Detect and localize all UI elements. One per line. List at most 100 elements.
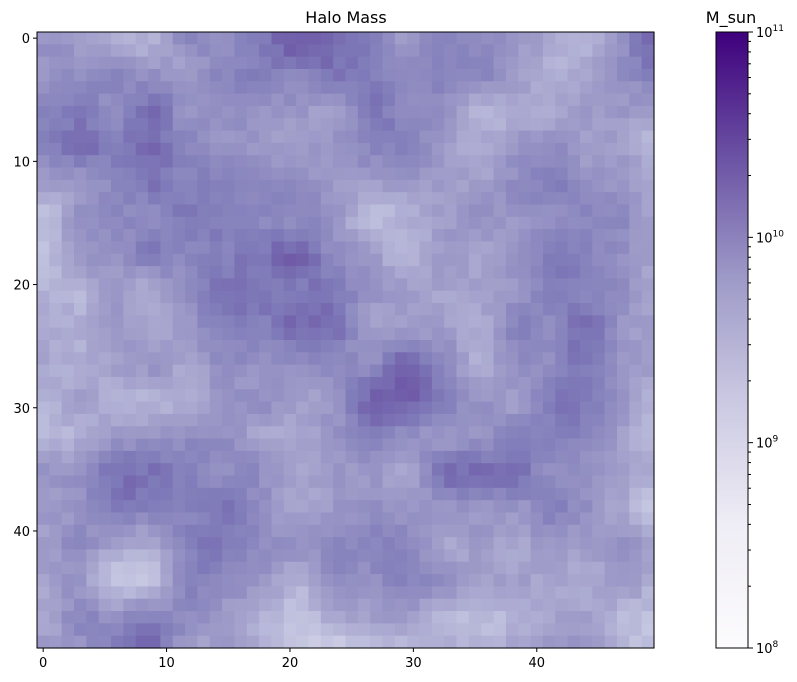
heat-cell: [370, 376, 384, 390]
heat-cell: [333, 105, 347, 119]
heat-cell: [468, 611, 482, 624]
heat-cell: [246, 475, 260, 489]
heat-cell: [493, 241, 507, 255]
heat-cell: [382, 93, 396, 107]
heat-cell: [394, 340, 408, 353]
heat-cell: [148, 315, 161, 329]
heat-cell: [61, 290, 75, 304]
heat-cell: [111, 105, 124, 119]
heat-cell: [345, 315, 359, 329]
heat-cell: [567, 598, 581, 612]
heat-cell: [567, 32, 581, 45]
heat-cell: [98, 142, 112, 156]
heat-cell: [185, 623, 199, 637]
heat-cell: [468, 450, 482, 464]
heat-cell: [518, 401, 532, 415]
heat-cell: [234, 204, 248, 218]
heat-cell: [394, 142, 408, 156]
heat-cell: [123, 290, 137, 304]
heat-cell: [135, 401, 149, 415]
heat-cell: [407, 204, 421, 218]
heat-cell: [296, 266, 310, 279]
heat-cell: [209, 426, 223, 440]
heat-cell: [333, 32, 347, 45]
heat-cell: [567, 401, 581, 415]
heat-cell: [407, 376, 421, 390]
heat-cell: [74, 401, 87, 415]
heat-cell: [209, 315, 223, 329]
heat-cell: [283, 216, 297, 230]
heat-cell: [530, 290, 544, 304]
heat-cell: [49, 81, 63, 95]
heat-cell: [493, 463, 507, 477]
heat-cell: [629, 500, 643, 514]
heat-cell: [382, 598, 396, 612]
heat-cell: [542, 376, 556, 390]
heat-cell: [357, 44, 371, 58]
heat-cell: [518, 413, 532, 427]
heat-cell: [419, 586, 433, 600]
heat-cell: [382, 105, 396, 119]
heat-cell: [185, 561, 199, 575]
heat-cell: [246, 561, 260, 575]
heat-cell: [49, 32, 63, 45]
heat-cell: [37, 586, 50, 600]
heat-cell: [444, 216, 458, 230]
heat-cell: [172, 167, 186, 181]
heat-cell: [234, 266, 248, 279]
heat-cell: [493, 549, 507, 563]
heat-cell: [160, 266, 174, 279]
heat-cell: [296, 105, 310, 119]
heat-cell: [357, 179, 371, 193]
heat-cell: [530, 598, 544, 612]
heat-cell: [604, 611, 618, 624]
heat-cell: [407, 475, 421, 489]
heat-cell: [579, 500, 593, 514]
heat-cell: [123, 611, 137, 624]
heat-cell: [370, 611, 384, 624]
heat-cell: [308, 241, 322, 255]
heat-cell: [86, 155, 100, 169]
heat-cell: [592, 44, 606, 58]
heat-cell: [209, 561, 223, 575]
heat-cell: [518, 512, 532, 526]
heat-cell: [271, 623, 285, 637]
heat-cell: [530, 278, 544, 292]
heat-cell: [185, 512, 199, 526]
heat-cell: [456, 290, 470, 304]
heat-cell: [394, 426, 408, 440]
heat-cell: [481, 537, 495, 551]
heat-cell: [641, 376, 655, 390]
heat-cell: [629, 364, 643, 378]
heat-cell: [197, 561, 211, 575]
heat-cell: [259, 93, 273, 107]
heat-cell: [616, 487, 630, 501]
heat-cell: [493, 611, 507, 624]
heat-cell: [308, 216, 322, 230]
heat-cell: [271, 118, 285, 132]
heat-cell: [222, 81, 236, 95]
heat-cell: [61, 426, 75, 440]
heat-cell: [185, 32, 199, 45]
heat-cell: [234, 623, 248, 637]
heat-cell: [185, 81, 199, 95]
heat-cell: [444, 44, 458, 58]
heat-cell: [222, 303, 236, 316]
heat-cell: [234, 229, 248, 243]
heat-cell: [271, 303, 285, 316]
heat-cell: [308, 512, 322, 526]
colorbar-tick-label: 109: [756, 435, 779, 452]
heat-cell: [530, 475, 544, 489]
heat-cell: [148, 204, 161, 218]
heat-cell: [518, 179, 532, 193]
heat-cell: [308, 303, 322, 316]
heat-cell: [579, 352, 593, 366]
heat-cell: [604, 623, 618, 637]
heat-cell: [431, 68, 445, 82]
heat-cell: [234, 93, 248, 107]
heat-cell: [86, 426, 100, 440]
heat-cell: [444, 574, 458, 587]
heat-cell: [98, 487, 112, 501]
heat-cell: [456, 192, 470, 206]
heat-cell: [481, 549, 495, 563]
